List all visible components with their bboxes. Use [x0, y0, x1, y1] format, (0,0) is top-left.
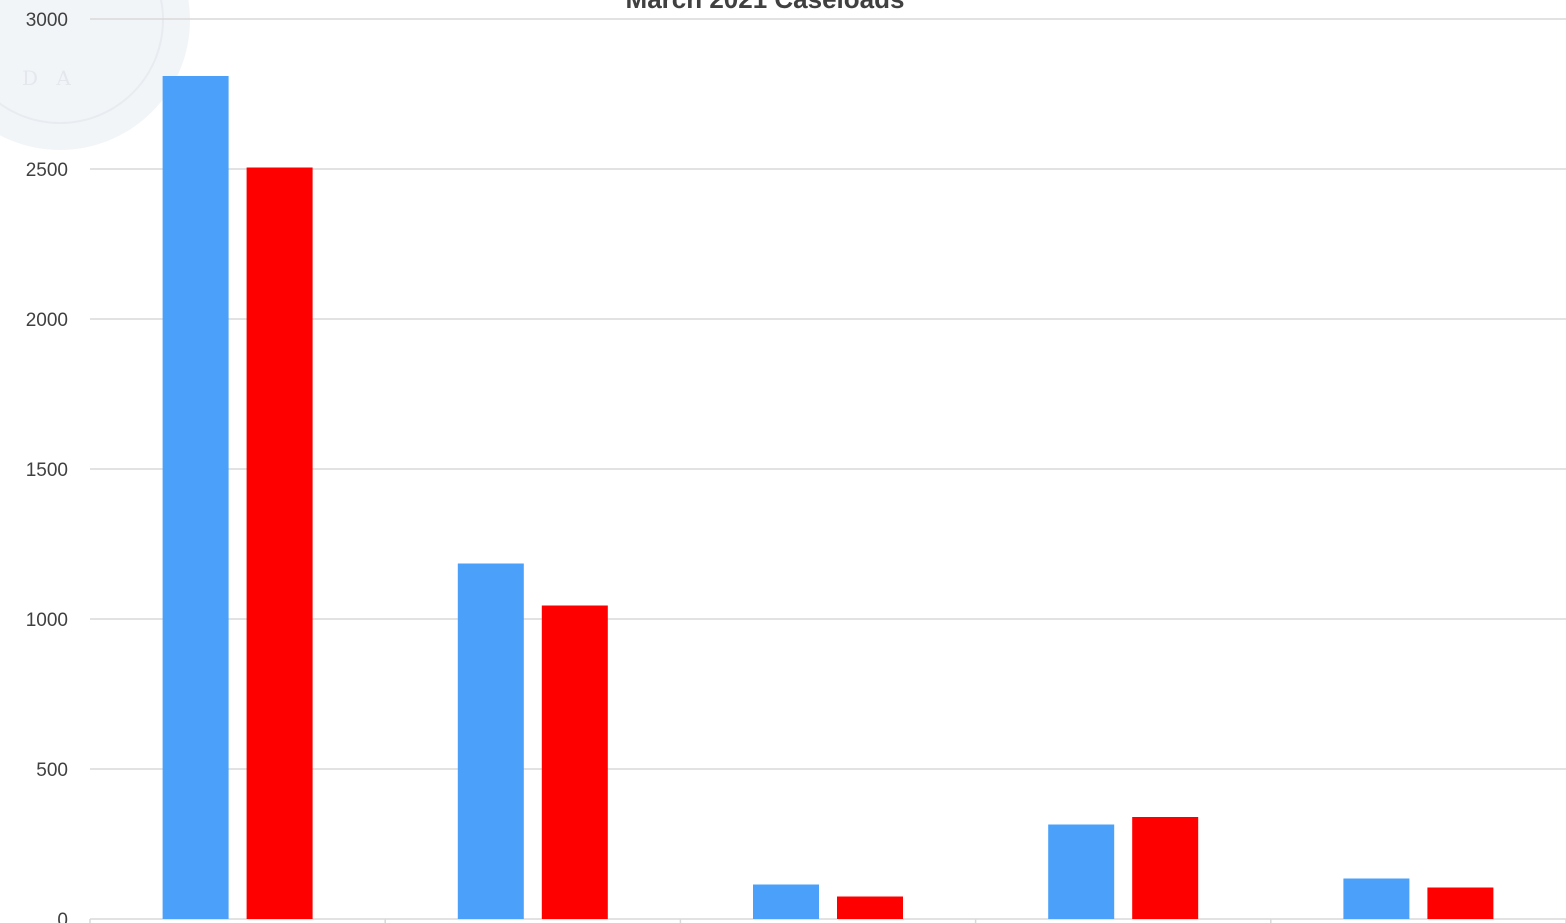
chart-title: March 2021 Caseloads: [626, 0, 905, 14]
bar-series-2-category-1: [246, 167, 313, 919]
bar-series-2-category-5: [1427, 887, 1494, 919]
y-axis-tick-labels: 0 500 1000 1500 2000 2500 3000: [26, 10, 68, 923]
y-tick-label: 1500: [26, 460, 68, 481]
watermark-seal-text: D A: [22, 66, 77, 90]
watermark-seal: D A: [0, 0, 190, 150]
bar-series-1-category-5: [1343, 878, 1410, 919]
bar-series-1-category-1: [162, 76, 229, 919]
y-tick-label: 2000: [26, 310, 68, 331]
bar-series-1-category-4: [1048, 824, 1115, 919]
y-tick-label: 3000: [26, 10, 68, 31]
bar-series-1-category-3: [753, 884, 819, 919]
bar-series-2-category-2: [541, 605, 608, 919]
y-tick-label: 500: [36, 760, 68, 781]
y-tick-label: 1000: [26, 610, 68, 631]
y-tick-label: 2500: [26, 160, 68, 181]
bar-series-2-category-3: [837, 896, 903, 919]
y-tick-label: 0: [57, 910, 68, 923]
bar-series-1-category-2: [457, 563, 524, 919]
bar-series-2-category-4: [1132, 817, 1199, 919]
gridlines: [89, 18, 1566, 923]
bars: [162, 76, 1494, 919]
